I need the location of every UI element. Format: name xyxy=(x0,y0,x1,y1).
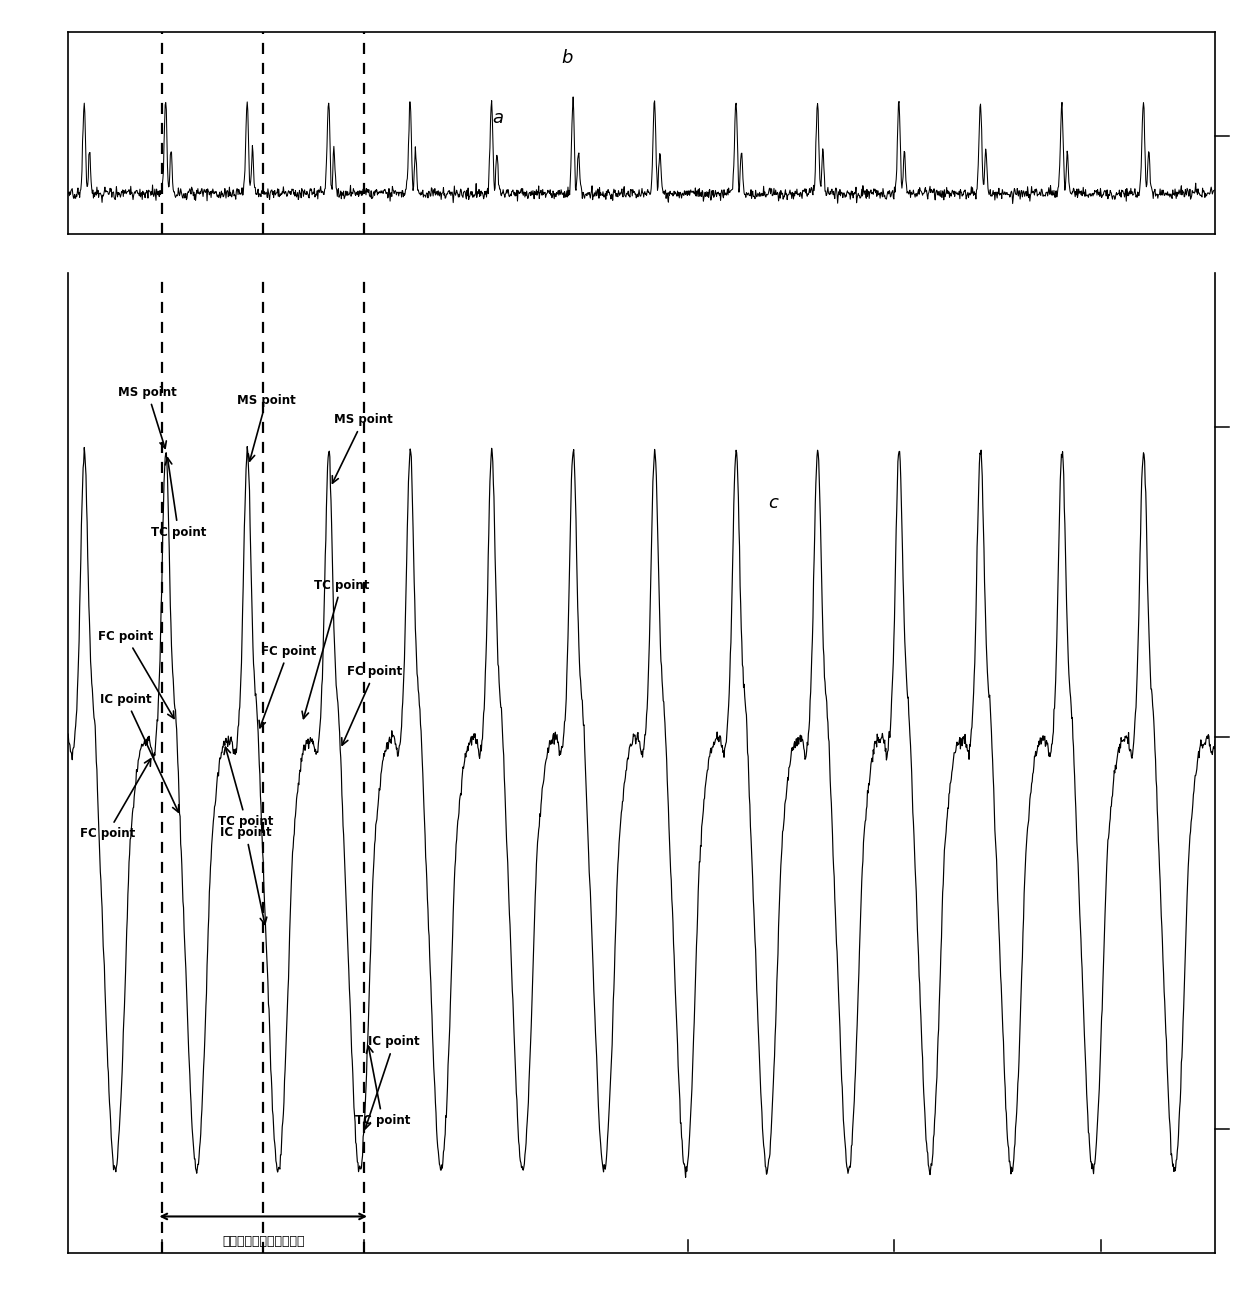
Text: IC point: IC point xyxy=(219,826,272,924)
Text: TC point: TC point xyxy=(151,458,206,539)
Text: FC point: FC point xyxy=(342,665,402,745)
Text: b: b xyxy=(562,48,573,66)
Text: IC point: IC point xyxy=(100,693,179,813)
Text: TC point: TC point xyxy=(355,1046,410,1127)
Text: FC point: FC point xyxy=(98,630,174,718)
Text: MS point: MS point xyxy=(332,413,393,483)
Text: c: c xyxy=(768,493,777,511)
Text: a: a xyxy=(492,109,503,127)
Text: TC point: TC point xyxy=(218,748,274,828)
Text: TC point: TC point xyxy=(303,579,370,719)
Text: 三个周期内的特征点标注: 三个周期内的特征点标注 xyxy=(222,1234,305,1249)
Text: MS point: MS point xyxy=(237,393,295,461)
Text: MS point: MS point xyxy=(118,386,177,448)
Text: FC point: FC point xyxy=(259,645,316,728)
Text: IC point: IC point xyxy=(365,1036,420,1129)
Text: FC point: FC point xyxy=(79,759,151,840)
